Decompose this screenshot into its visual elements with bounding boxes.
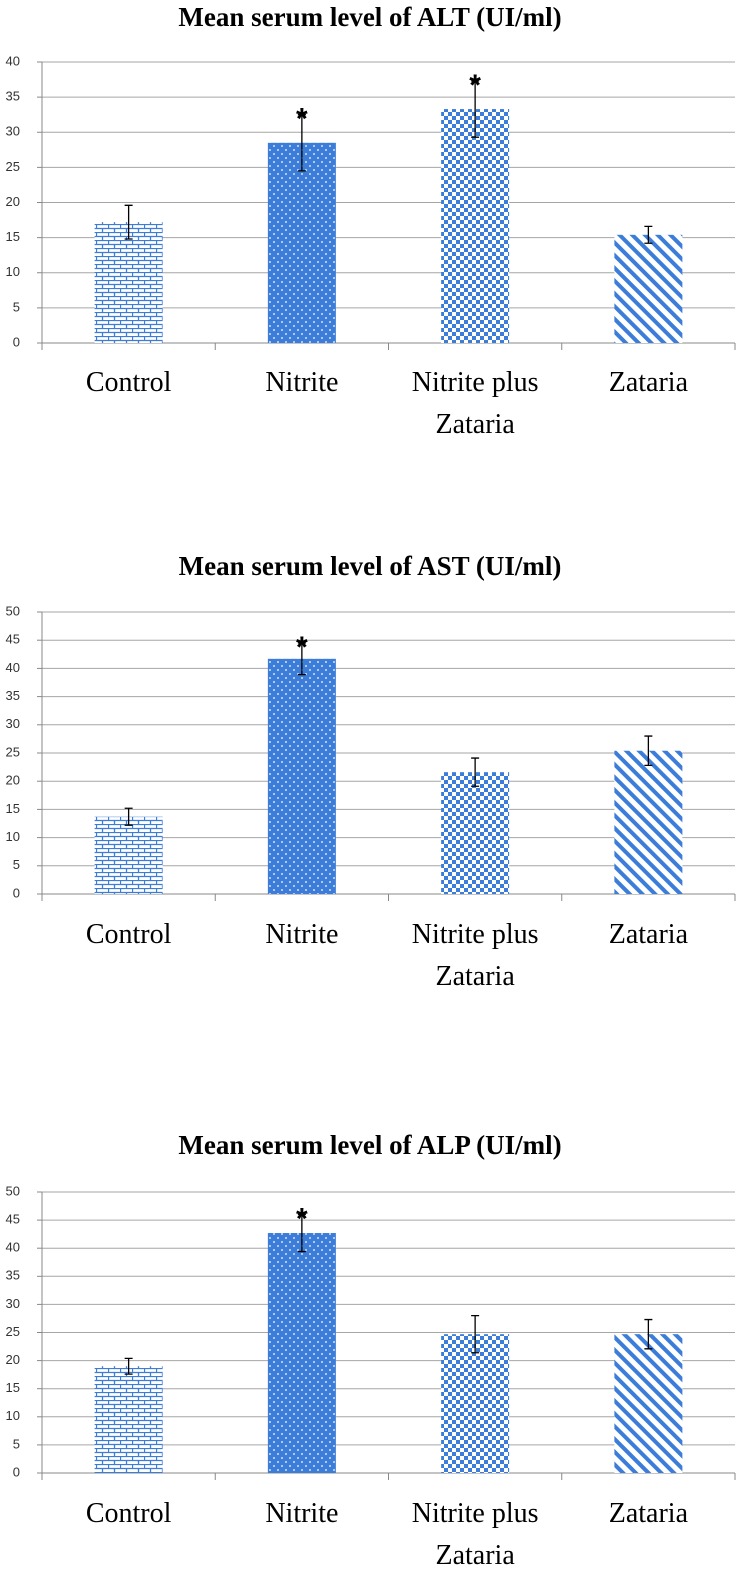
bar: [441, 109, 510, 343]
chart-title: Mean serum level of ALT (UI/ml): [178, 2, 561, 32]
y-tick-label: 40: [6, 53, 20, 68]
y-tick-label: 10: [6, 264, 20, 279]
y-tick-label: 20: [6, 194, 20, 209]
y-tick-label: 50: [6, 603, 20, 618]
significance-marker: *: [469, 69, 481, 102]
y-tick-label: 30: [6, 1296, 20, 1311]
error-bar: [124, 1357, 133, 1375]
y-tick-label: 20: [6, 773, 20, 788]
bar: [267, 1233, 336, 1473]
x-tick-label: Nitrite: [265, 1498, 339, 1529]
error-bar: [644, 735, 653, 767]
error-bar: [644, 1318, 653, 1350]
bar: [94, 222, 163, 343]
x-tick-label: Zataria: [608, 919, 689, 950]
x-tick-label: Nitrite: [265, 367, 339, 398]
y-tick-label: 25: [6, 744, 20, 759]
y-tick-label: 5: [13, 857, 20, 872]
y-tick-label: 50: [6, 1183, 20, 1198]
x-tick-label: Nitrite plus Zataria: [411, 367, 539, 440]
x-tick-label: Zataria: [608, 367, 689, 398]
y-tick-label: 40: [6, 1240, 20, 1255]
y-tick-label: 35: [6, 1268, 20, 1283]
bar: [441, 772, 510, 894]
error-bar: [297, 642, 306, 676]
y-tick-label: 5: [13, 299, 20, 314]
y-tick-label: 25: [6, 159, 20, 174]
significance-marker: *: [296, 1202, 308, 1235]
error-bar: [471, 1314, 480, 1354]
y-tick-label: 40: [6, 660, 20, 675]
x-tick-label: Nitrite: [265, 919, 339, 950]
y-tick-label: 0: [13, 1464, 20, 1479]
error-bar: [297, 114, 306, 172]
y-tick-label: 20: [6, 1352, 20, 1367]
y-tick-label: 15: [6, 1380, 20, 1395]
bar: [94, 1366, 163, 1473]
y-tick-label: 5: [13, 1436, 20, 1451]
y-tick-label: 10: [6, 829, 20, 844]
error-bar: [124, 204, 133, 240]
y-tick-label: 10: [6, 1408, 20, 1423]
bar: [441, 1334, 510, 1473]
y-tick-label: 15: [6, 801, 20, 816]
error-bar: [471, 80, 480, 138]
significance-marker: *: [296, 103, 308, 136]
x-tick-label: Nitrite plus Zataria: [411, 1498, 539, 1571]
y-tick-label: 0: [13, 885, 20, 900]
x-tick-label: Control: [85, 919, 172, 950]
significance-marker: *: [296, 631, 308, 664]
error-bar: [644, 225, 653, 244]
y-tick-label: 30: [6, 716, 20, 731]
y-tick-label: 35: [6, 89, 20, 104]
chart-title: Mean serum level of AST (UI/ml): [179, 551, 562, 581]
bar: [94, 816, 163, 894]
x-tick-label: Control: [85, 1498, 172, 1529]
y-tick-label: 45: [6, 632, 20, 647]
chart-title: Mean serum level of ALP (UI/ml): [178, 1130, 561, 1160]
y-tick-label: 15: [6, 229, 20, 244]
y-tick-label: 35: [6, 688, 20, 703]
x-tick-label: Nitrite plus Zataria: [411, 919, 539, 992]
bar: [614, 234, 683, 343]
x-tick-label: Zataria: [608, 1498, 689, 1529]
x-tick-label: Control: [85, 367, 172, 398]
y-tick-label: 25: [6, 1324, 20, 1339]
bar: [267, 142, 336, 343]
bar: [267, 658, 336, 894]
y-tick-label: 30: [6, 124, 20, 139]
error-bar: [124, 807, 133, 826]
y-tick-label: 0: [13, 334, 20, 349]
error-bar: [297, 1213, 306, 1253]
bar: [614, 750, 683, 894]
y-tick-label: 45: [6, 1212, 20, 1227]
error-bar: [471, 757, 480, 787]
bar: [614, 1334, 683, 1473]
